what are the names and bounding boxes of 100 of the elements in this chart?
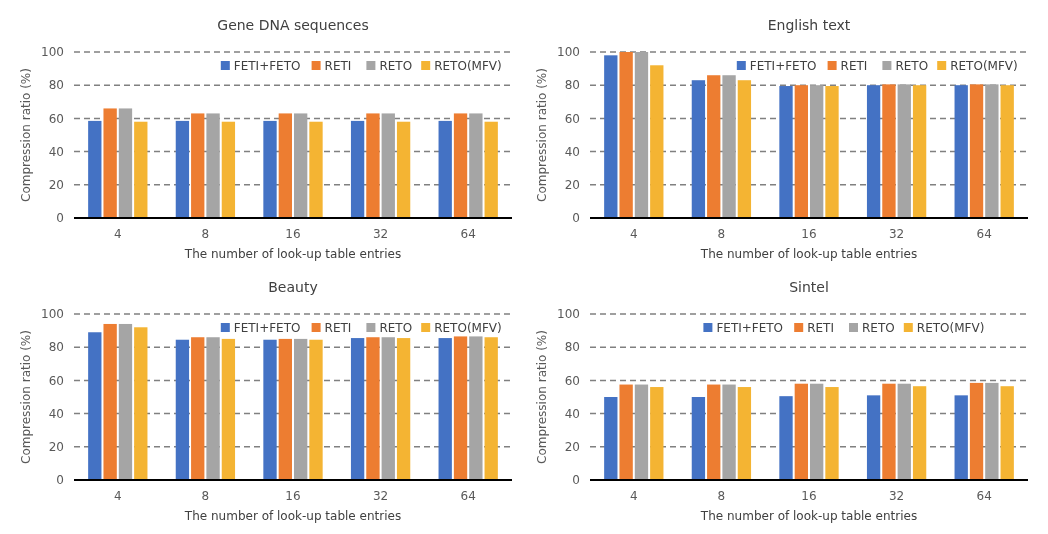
bar — [985, 84, 999, 218]
bar — [469, 113, 483, 218]
y-tick-label: 0 — [56, 211, 64, 226]
y-tick-label: 40 — [48, 406, 64, 421]
y-tick-label: 20 — [48, 178, 64, 192]
legend-label: RETO — [895, 59, 929, 74]
bar — [484, 337, 498, 480]
x-tick-label: 32 — [888, 227, 905, 241]
bar — [309, 339, 323, 480]
x-tick-label: 32 — [888, 489, 905, 503]
bar — [134, 121, 148, 218]
bar — [453, 113, 468, 218]
y-tick-label: 40 — [564, 144, 580, 159]
x-tick-label: 4 — [113, 227, 122, 241]
bar — [912, 85, 927, 218]
bar — [175, 339, 190, 480]
y-tick-label: 60 — [48, 373, 64, 388]
x-tick-label: 8 — [717, 227, 726, 241]
legend-label: RETO — [379, 59, 413, 74]
x-tick-label: 64 — [976, 489, 992, 503]
legend-label: RETO(MFV) — [916, 321, 985, 336]
y-tick-label: 100 — [557, 307, 580, 322]
x-tick-label: 16 — [801, 489, 817, 503]
bar — [221, 121, 236, 218]
chart-title: Sintel — [789, 279, 829, 295]
y-axis-title: Compression ratio (%) — [19, 330, 33, 464]
legend-label: RETI — [324, 59, 352, 74]
x-axis-title: The number of look-up table entries — [183, 509, 402, 523]
bar — [396, 121, 411, 218]
y-tick-label: 20 — [48, 440, 64, 454]
bar — [469, 336, 483, 480]
legend-label: FETI+FETO — [716, 321, 784, 336]
bar — [191, 113, 205, 218]
legend-label: RETI — [324, 321, 352, 336]
y-tick-label: 0 — [572, 211, 580, 226]
legend-label: RETI — [840, 59, 868, 74]
y-tick-label: 0 — [56, 473, 64, 488]
y-tick-label: 60 — [48, 111, 64, 126]
x-tick-label: 4 — [629, 489, 638, 503]
y-axis-title: Compression ratio (%) — [535, 68, 549, 202]
legend-label: RETO(MFV) — [434, 321, 502, 336]
bar — [103, 323, 117, 480]
bar — [396, 338, 411, 480]
y-tick-label: 100 — [41, 307, 64, 322]
x-axis-title: The number of look-up table entries — [699, 247, 918, 261]
chart-title: Beauty — [268, 279, 318, 295]
bar — [366, 113, 380, 218]
y-tick-label: 20 — [564, 178, 580, 192]
bar — [737, 80, 752, 218]
x-tick-label: 32 — [372, 489, 389, 503]
bar — [294, 113, 308, 218]
y-tick-label: 20 — [564, 440, 580, 454]
x-tick-label: 4 — [629, 227, 638, 241]
bar — [278, 338, 292, 480]
bar — [175, 120, 190, 218]
bar — [191, 337, 205, 480]
bar — [206, 337, 220, 480]
bar — [825, 86, 839, 218]
bar — [350, 120, 365, 218]
bar — [366, 337, 380, 480]
legend-label: RETO(MFV) — [434, 59, 502, 74]
y-axis-title: Compression ratio (%) — [19, 68, 33, 202]
bar — [1000, 85, 1014, 218]
bar — [722, 75, 736, 218]
bar — [88, 120, 102, 218]
bar — [206, 113, 220, 218]
bar — [103, 108, 117, 218]
bar — [866, 85, 881, 218]
bar — [779, 86, 793, 218]
x-tick-label: 16 — [285, 489, 301, 503]
bar — [691, 80, 706, 218]
bar — [381, 113, 395, 218]
legend-label: RETO — [379, 321, 413, 336]
bar — [794, 85, 808, 218]
bar — [969, 84, 984, 218]
x-tick-label: 64 — [460, 489, 476, 503]
chart-title: Gene DNA sequences — [217, 17, 369, 33]
x-tick-label: 32 — [372, 227, 389, 241]
y-tick-label: 80 — [564, 340, 580, 355]
bar — [634, 52, 649, 218]
x-tick-label: 8 — [201, 227, 210, 241]
bar — [484, 121, 498, 218]
legend-label: FETI+FETO — [233, 59, 301, 74]
bar — [882, 84, 896, 218]
x-tick-label: 8 — [201, 489, 210, 503]
legend-label: RETI — [807, 321, 834, 336]
legend-label: FETI+FETO — [233, 321, 301, 336]
y-tick-label: 40 — [564, 406, 580, 421]
bar — [263, 120, 277, 218]
bar — [88, 332, 102, 480]
bar — [221, 338, 236, 480]
bar — [294, 338, 308, 480]
x-tick-label: 64 — [976, 227, 992, 241]
bar — [604, 55, 618, 218]
x-axis-title: The number of look-up table entries — [699, 509, 918, 523]
bar — [134, 327, 148, 480]
legend-label: FETI+FETO — [749, 59, 817, 74]
y-tick-label: 40 — [48, 144, 64, 159]
y-tick-label: 60 — [564, 111, 580, 126]
y-axis-title: Compression ratio (%) — [535, 330, 549, 464]
